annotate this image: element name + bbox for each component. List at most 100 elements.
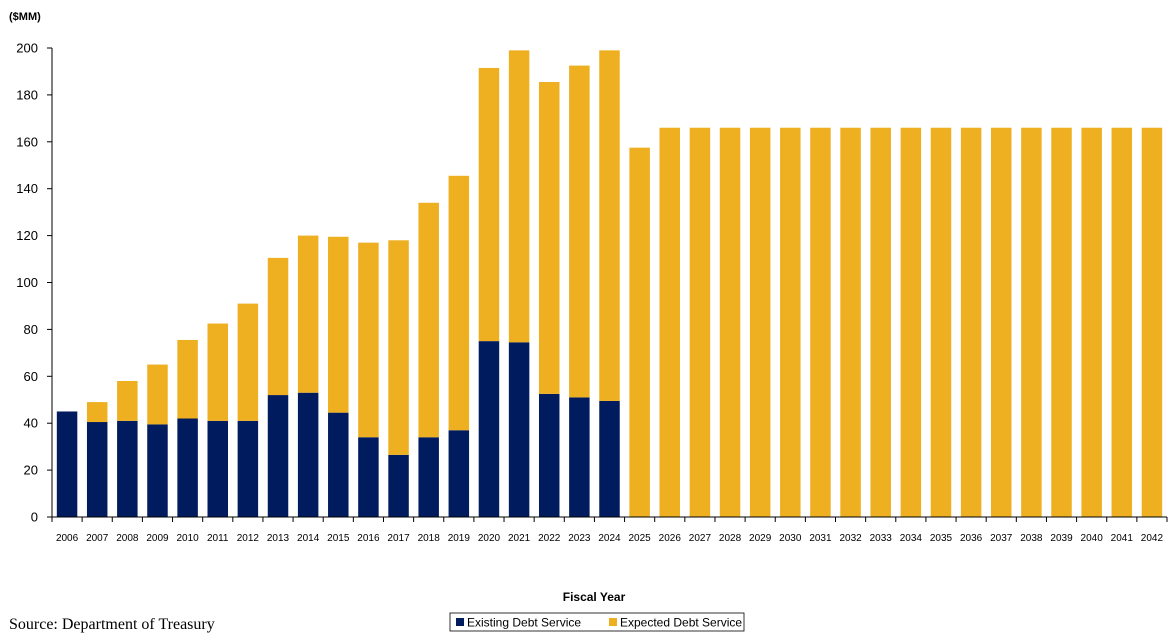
x-tick-label-2033: 2033 [870, 533, 893, 544]
bar-expected-2010 [177, 339, 198, 419]
bar-expected-2028 [719, 127, 741, 517]
x-tick-label-2022: 2022 [538, 533, 561, 544]
unit-label: ($MM) [9, 11, 41, 23]
bar-expected-2016 [358, 242, 379, 438]
x-tick-label-2015: 2015 [327, 533, 350, 544]
x-tick-label-2016: 2016 [357, 533, 380, 544]
bar-expected-2017 [388, 240, 409, 455]
x-tick-label-2040: 2040 [1081, 533, 1104, 544]
bar-existing-2024 [599, 400, 620, 517]
bar-expected-2015 [328, 236, 349, 413]
bar-existing-2020 [478, 341, 500, 518]
legend-swatch-expected [609, 618, 617, 626]
bar-expected-2018 [418, 202, 439, 438]
bar-expected-2038 [1021, 127, 1042, 517]
x-tick-label-2037: 2037 [990, 533, 1013, 544]
bar-expected-2025 [629, 147, 650, 517]
bar-expected-2037 [991, 127, 1012, 517]
bar-existing-2021 [508, 342, 530, 517]
x-tick-label-2034: 2034 [900, 533, 923, 544]
y-tick-label-200: 200 [16, 41, 38, 56]
bar-expected-2013 [267, 257, 289, 396]
x-tick-label-2008: 2008 [116, 533, 139, 544]
legend-swatch-existing [456, 618, 464, 626]
bars-layer [56, 50, 1163, 518]
x-tick-label-2029: 2029 [749, 533, 772, 544]
x-axis-label: Fiscal Year [563, 590, 626, 604]
bar-expected-2035 [930, 127, 952, 517]
bar-existing-2016 [358, 437, 379, 517]
x-tick-label-2038: 2038 [1020, 533, 1043, 544]
bar-expected-2040 [1081, 127, 1102, 517]
bar-existing-2019 [448, 430, 470, 517]
bar-existing-2009 [147, 424, 168, 517]
bar-expected-2029 [749, 127, 771, 517]
bar-existing-2011 [207, 420, 228, 517]
x-tick-label-2017: 2017 [387, 533, 410, 544]
bar-expected-2033 [870, 127, 891, 517]
bar-existing-2018 [418, 437, 439, 517]
x-tick-label-2010: 2010 [176, 533, 199, 544]
bar-existing-2012 [237, 420, 259, 517]
bar-existing-2008 [117, 420, 138, 517]
x-tick-label-2032: 2032 [839, 533, 862, 544]
x-tick-label-2039: 2039 [1050, 533, 1073, 544]
bar-expected-2036 [960, 127, 982, 517]
x-tick-label-2013: 2013 [267, 533, 290, 544]
bar-existing-2017 [388, 454, 409, 517]
bar-expected-2011 [207, 323, 228, 421]
bar-existing-2013 [267, 395, 289, 517]
x-tick-label-2023: 2023 [568, 533, 591, 544]
legend-box [449, 612, 745, 632]
bar-existing-2015 [328, 412, 349, 517]
bar-expected-2042 [1141, 127, 1163, 517]
bar-expected-2032 [840, 127, 861, 517]
y-tick-label-140: 140 [16, 181, 38, 196]
x-tick-label-2018: 2018 [418, 533, 441, 544]
y-tick-label-20: 20 [24, 463, 38, 478]
bar-expected-2020 [478, 67, 500, 342]
x-tick-label-2026: 2026 [659, 533, 682, 544]
x-axis-ticks: 2006 2007 2008 2009 2010 2011 2012 2013 2014 2015… [51, 517, 1168, 544]
bar-existing-2014 [297, 392, 319, 517]
bar-expected-2014 [297, 235, 319, 393]
bar-existing-2022 [538, 393, 560, 517]
bar-expected-2021 [508, 50, 530, 343]
x-tick-label-2025: 2025 [629, 533, 652, 544]
bar-expected-2019 [448, 175, 470, 431]
x-tick-label-2041: 2041 [1111, 533, 1134, 544]
bar-expected-2039 [1051, 127, 1072, 517]
bar-expected-2012 [237, 303, 259, 421]
bar-existing-2010 [177, 418, 198, 517]
y-tick-label-0: 0 [31, 510, 38, 525]
x-tick-label-2012: 2012 [237, 533, 260, 544]
bar-existing-2006 [56, 411, 78, 517]
y-tick-label-100: 100 [16, 275, 38, 290]
bar-expected-2026 [659, 127, 681, 517]
y-tick-label-160: 160 [16, 134, 38, 149]
y-tick-label-180: 180 [16, 87, 38, 102]
x-tick-label-2019: 2019 [448, 533, 471, 544]
x-tick-label-2014: 2014 [297, 533, 320, 544]
bar-expected-2030 [780, 127, 801, 517]
x-tick-label-2024: 2024 [598, 533, 621, 544]
bar-expected-2008 [117, 380, 138, 421]
x-tick-label-2007: 2007 [86, 533, 109, 544]
bar-expected-2023 [569, 65, 590, 398]
x-tick-label-2011: 2011 [207, 533, 229, 544]
y-tick-label-120: 120 [16, 228, 38, 243]
y-tick-label-40: 40 [24, 416, 38, 431]
source-note: Source: Department of Treasury [9, 616, 215, 633]
x-tick-label-2021: 2021 [508, 533, 531, 544]
y-axis-ticks: 0 20 40 60 80 100 120 140 160 180 200 [16, 41, 52, 525]
legend-label-expected: Expected Debt Service [620, 616, 742, 630]
bar-expected-2007 [86, 402, 108, 423]
x-tick-label-2036: 2036 [960, 533, 983, 544]
x-tick-label-2031: 2031 [809, 533, 832, 544]
y-tick-label-80: 80 [24, 322, 38, 337]
bar-expected-2024 [599, 50, 620, 401]
x-tick-label-2030: 2030 [779, 533, 802, 544]
y-tick-label-60: 60 [24, 369, 38, 384]
